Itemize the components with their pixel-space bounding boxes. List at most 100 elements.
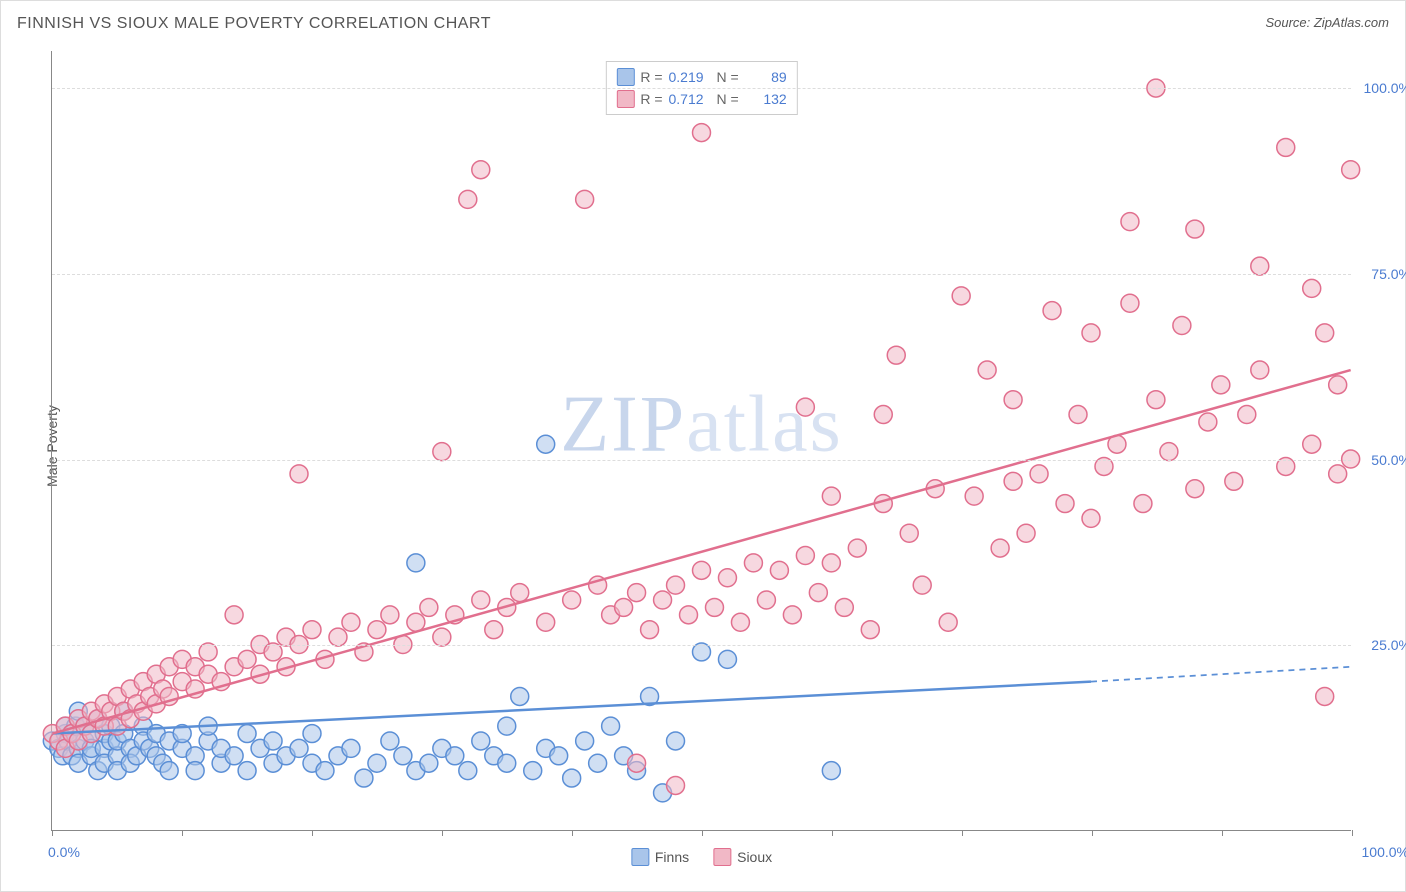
data-point (1225, 472, 1243, 490)
data-point (615, 598, 633, 616)
plot-area: ZIPatlas R =0.219N =89R =0.712N =132 Fin… (51, 51, 1351, 831)
data-point (1121, 294, 1139, 312)
chart-svg (52, 51, 1351, 830)
source-name: ZipAtlas.com (1314, 15, 1389, 30)
data-point (757, 591, 775, 609)
data-point (770, 561, 788, 579)
data-point (1121, 213, 1139, 231)
data-point (420, 598, 438, 616)
legend-row: R =0.712N =132 (616, 88, 786, 110)
data-point (667, 576, 685, 594)
x-tick (1352, 830, 1353, 836)
x-tick (1092, 830, 1093, 836)
data-point (407, 554, 425, 572)
data-point (1212, 376, 1230, 394)
legend-swatch (616, 68, 634, 86)
data-point (459, 190, 477, 208)
legend-r-value: 0.219 (669, 66, 711, 88)
source-prefix: Source: (1265, 15, 1313, 30)
data-point (1004, 472, 1022, 490)
data-point (446, 747, 464, 765)
data-point (433, 443, 451, 461)
data-point (822, 762, 840, 780)
legend-n-value: 132 (745, 88, 787, 110)
data-point (718, 569, 736, 587)
data-point (225, 747, 243, 765)
data-point (303, 725, 321, 743)
data-point (1134, 495, 1152, 513)
trendline (52, 370, 1350, 734)
source-attribution: Source: ZipAtlas.com (1265, 15, 1389, 30)
data-point (433, 628, 451, 646)
data-point (498, 717, 516, 735)
data-point (667, 776, 685, 794)
data-point (303, 621, 321, 639)
gridline (52, 88, 1351, 89)
data-point (602, 717, 620, 735)
data-point (381, 732, 399, 750)
data-point (1004, 391, 1022, 409)
series-legend: FinnsSioux (631, 848, 772, 866)
x-tick (52, 830, 53, 836)
data-point (472, 732, 490, 750)
data-point (1082, 324, 1100, 342)
data-point (576, 190, 594, 208)
legend-r-label: R = (640, 66, 662, 88)
data-point (368, 754, 386, 772)
data-point (900, 524, 918, 542)
data-point (783, 606, 801, 624)
data-point (1147, 391, 1165, 409)
data-point (472, 161, 490, 179)
data-point (952, 287, 970, 305)
data-point (238, 762, 256, 780)
data-point (1056, 495, 1074, 513)
data-point (1316, 687, 1334, 705)
data-point (1303, 435, 1321, 453)
data-point (1017, 524, 1035, 542)
data-point (822, 487, 840, 505)
data-point (667, 732, 685, 750)
legend-n-label: N = (717, 88, 739, 110)
data-point (978, 361, 996, 379)
data-point (563, 769, 581, 787)
data-point (264, 732, 282, 750)
data-point (342, 739, 360, 757)
data-point (965, 487, 983, 505)
data-point (1043, 302, 1061, 320)
data-point (796, 398, 814, 416)
data-point (1030, 465, 1048, 483)
data-point (1160, 443, 1178, 461)
gridline (52, 460, 1351, 461)
data-point (1186, 480, 1204, 498)
data-point (874, 406, 892, 424)
x-tick (1222, 830, 1223, 836)
legend-swatch (631, 848, 649, 866)
data-point (186, 762, 204, 780)
x-tick (832, 830, 833, 836)
data-point (1251, 257, 1269, 275)
data-point (693, 124, 711, 142)
data-point (1329, 465, 1347, 483)
legend-r-label: R = (640, 88, 662, 110)
data-point (1199, 413, 1217, 431)
data-point (1303, 279, 1321, 297)
data-point (1277, 138, 1295, 156)
data-point (1069, 406, 1087, 424)
data-point (628, 754, 646, 772)
legend-row: R =0.219N =89 (616, 66, 786, 88)
series-legend-label: Sioux (737, 849, 772, 865)
legend-swatch (616, 90, 634, 108)
data-point (1238, 406, 1256, 424)
legend-n-label: N = (717, 66, 739, 88)
x-tick (182, 830, 183, 836)
data-point (225, 606, 243, 624)
data-point (355, 769, 373, 787)
data-point (550, 747, 568, 765)
series-legend-item: Sioux (713, 848, 772, 866)
data-point (848, 539, 866, 557)
x-tick-label: 0.0% (48, 844, 80, 860)
x-tick (312, 830, 313, 836)
data-point (809, 584, 827, 602)
data-point (368, 621, 386, 639)
data-point (238, 725, 256, 743)
